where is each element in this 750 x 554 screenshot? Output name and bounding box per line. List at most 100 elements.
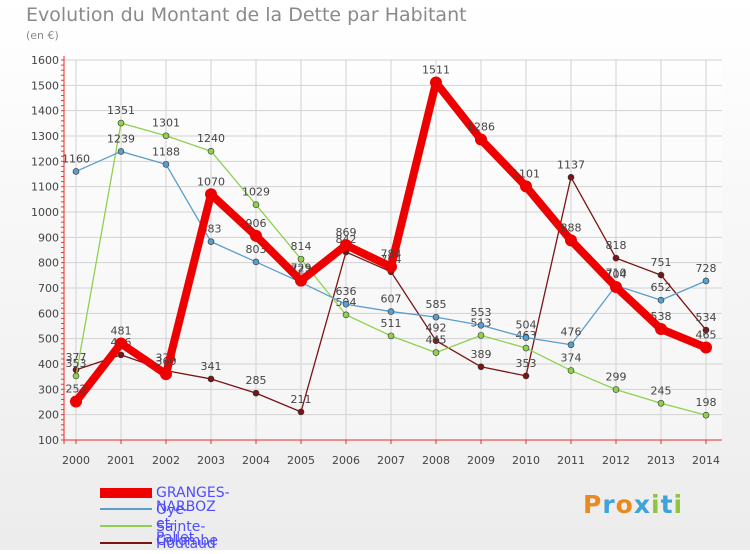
data-point-houtaud xyxy=(207,375,215,383)
data-label-sainte-colombe: 353 xyxy=(66,357,87,370)
data-label-oye-et-pallet: 728 xyxy=(696,262,717,275)
proxiti-logo: Proxiti xyxy=(583,490,683,519)
data-point-houtaud xyxy=(252,389,260,397)
data-point-granges-narboz xyxy=(160,368,172,381)
x-tick-label: 2004 xyxy=(242,454,270,467)
data-label-granges-narboz: 1070 xyxy=(197,175,225,188)
data-point-oye-et-pallet xyxy=(252,258,260,266)
data-point-sainte-colombe xyxy=(612,386,620,393)
data-label-granges-narboz: 1286 xyxy=(467,121,495,134)
data-label-sainte-colombe: 245 xyxy=(651,384,672,397)
data-point-sainte-colombe xyxy=(252,201,260,208)
y-tick-label: 800 xyxy=(38,257,59,270)
y-tick-label: 1600 xyxy=(31,54,59,67)
data-label-sainte-colombe: 299 xyxy=(606,371,627,384)
x-tick-label: 2006 xyxy=(332,454,360,467)
data-point-sainte-colombe xyxy=(522,344,530,352)
x-tick-label: 2013 xyxy=(647,454,675,467)
data-point-oye-et-pallet xyxy=(477,321,485,329)
data-label-houtaud: 389 xyxy=(471,348,492,361)
legend-swatch-houtaud xyxy=(100,542,152,544)
data-label-oye-et-pallet: 1160 xyxy=(62,152,90,165)
x-tick-label: 2012 xyxy=(602,454,630,467)
data-label-oye-et-pallet: 607 xyxy=(381,293,402,306)
data-label-houtaud: 1137 xyxy=(557,158,585,171)
y-tick-label: 1500 xyxy=(31,79,59,92)
y-tick-label: 1200 xyxy=(31,155,59,168)
data-point-oye-et-pallet xyxy=(162,161,170,168)
data-label-oye-et-pallet: 1239 xyxy=(107,132,135,145)
data-label-sainte-colombe: 445 xyxy=(426,334,447,347)
data-label-sainte-colombe: 198 xyxy=(696,396,717,409)
data-point-granges-narboz xyxy=(430,76,442,89)
data-point-oye-et-pallet xyxy=(72,168,80,175)
x-tick-label: 2000 xyxy=(62,454,90,467)
data-point-sainte-colombe xyxy=(477,332,485,339)
data-label-houtaud: 341 xyxy=(201,360,222,373)
data-label-oye-et-pallet: 1188 xyxy=(152,145,180,158)
y-tick-label: 1000 xyxy=(31,206,59,219)
data-label-oye-et-pallet: 476 xyxy=(561,326,582,339)
data-label-sainte-colombe: 1351 xyxy=(107,104,135,117)
logo-letter: r xyxy=(602,490,616,519)
data-point-oye-et-pallet xyxy=(702,277,710,285)
data-point-sainte-colombe xyxy=(162,132,170,140)
data-point-sainte-colombe xyxy=(567,367,575,374)
data-label-sainte-colombe: 511 xyxy=(381,317,402,330)
logo-letter: i xyxy=(651,490,661,519)
data-label-sainte-colombe: 1029 xyxy=(242,186,270,199)
x-tick-label: 2011 xyxy=(557,454,585,467)
x-tick-label: 2005 xyxy=(287,454,315,467)
data-point-oye-et-pallet xyxy=(117,148,125,155)
data-point-sainte-colombe xyxy=(117,119,125,127)
data-point-oye-et-pallet xyxy=(567,341,575,349)
logo-letter: P xyxy=(583,490,603,519)
x-tick-label: 2007 xyxy=(377,454,405,467)
data-point-granges-narboz xyxy=(610,280,622,293)
data-label-granges-narboz: 538 xyxy=(651,310,672,323)
y-tick-label: 1300 xyxy=(31,130,59,143)
data-point-oye-et-pallet xyxy=(387,308,395,315)
legend-swatch-granges-narboz xyxy=(100,488,152,498)
data-label-granges-narboz: 1101 xyxy=(512,167,540,180)
y-tick-label: 1400 xyxy=(31,105,59,118)
data-point-granges-narboz xyxy=(385,260,397,273)
data-label-oye-et-pallet: 585 xyxy=(426,298,447,311)
data-point-houtaud xyxy=(702,326,710,334)
data-point-granges-narboz xyxy=(205,188,217,201)
data-label-sainte-colombe: 374 xyxy=(561,352,582,365)
y-tick-label: 700 xyxy=(38,282,59,295)
data-point-granges-narboz xyxy=(295,274,307,287)
data-point-oye-et-pallet xyxy=(207,238,215,245)
data-label-granges-narboz: 784 xyxy=(381,248,402,261)
y-tick-label: 100 xyxy=(38,434,59,447)
data-point-granges-narboz xyxy=(565,234,577,247)
data-point-houtaud xyxy=(522,372,530,380)
data-label-granges-narboz: 906 xyxy=(246,217,267,230)
data-label-granges-narboz: 704 xyxy=(606,268,627,281)
legend-swatch-oye-et-pallet xyxy=(100,508,152,510)
data-point-houtaud xyxy=(657,271,665,279)
data-point-granges-narboz xyxy=(250,229,262,242)
x-tick-label: 2014 xyxy=(692,454,720,467)
data-point-sainte-colombe xyxy=(432,349,440,356)
data-point-granges-narboz xyxy=(70,395,82,408)
y-tick-label: 400 xyxy=(38,358,59,371)
y-tick-label: 1100 xyxy=(31,181,59,194)
data-label-granges-narboz: 888 xyxy=(561,221,582,234)
data-label-sainte-colombe: 814 xyxy=(291,240,312,253)
data-point-houtaud xyxy=(117,351,125,359)
data-point-houtaud xyxy=(477,363,485,371)
data-point-houtaud xyxy=(297,408,305,416)
legend-label-houtaud: Houtaud xyxy=(156,536,216,552)
y-tick-label: 300 xyxy=(38,383,59,396)
data-point-granges-narboz xyxy=(115,337,127,350)
chart-subtitle: (en €) xyxy=(26,29,59,42)
data-label-oye-et-pallet: 504 xyxy=(516,319,537,332)
data-label-granges-narboz: 481 xyxy=(111,324,132,337)
data-point-sainte-colombe xyxy=(207,147,215,155)
data-label-houtaud: 818 xyxy=(606,239,627,252)
y-tick-label: 200 xyxy=(38,409,59,422)
data-point-sainte-colombe xyxy=(297,255,305,263)
data-label-granges-narboz: 360 xyxy=(156,355,177,368)
